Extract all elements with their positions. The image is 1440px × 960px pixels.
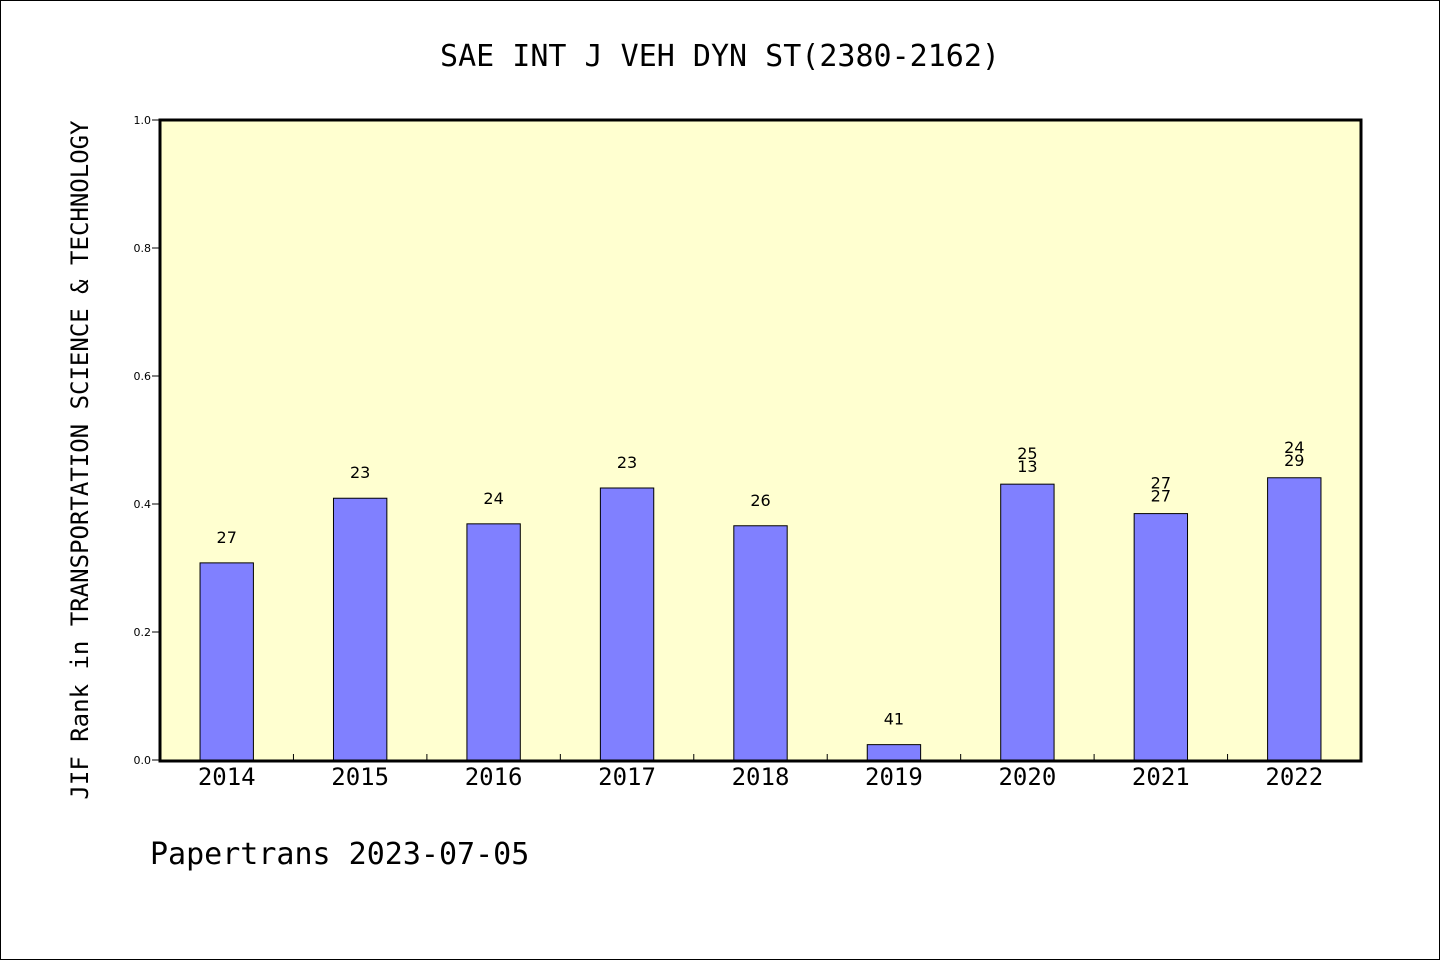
bar xyxy=(1133,513,1189,761)
bar xyxy=(1000,483,1055,761)
bar-value-label: 24 xyxy=(483,489,503,508)
bar xyxy=(1267,477,1322,761)
footer-credit: Papertrans 2023-07-05 xyxy=(150,837,529,872)
bar-value-label: 24 xyxy=(1284,438,1304,457)
x-tick-label: 2015 xyxy=(331,763,389,791)
x-tick-label: 2021 xyxy=(1132,763,1190,791)
bar xyxy=(733,525,788,761)
bar-value-label: 41 xyxy=(884,710,904,729)
bar-value-label: 26 xyxy=(750,491,770,510)
chart-title: SAE INT J VEH DYN ST(2380-2162) xyxy=(440,39,1000,74)
bar xyxy=(599,487,655,761)
y-tick-label: 0.8 xyxy=(134,242,152,255)
bar xyxy=(866,744,922,761)
x-tick-label: 2022 xyxy=(1265,763,1323,791)
bar-value-label: 25 xyxy=(1017,444,1037,463)
bar-value-label: 27 xyxy=(217,528,237,547)
y-tick-label: 0.4 xyxy=(134,498,152,511)
bar-value-label: 29 xyxy=(1284,451,1304,470)
bar xyxy=(332,497,388,761)
x-tick-label: 2018 xyxy=(732,763,790,791)
x-tick-label: 2016 xyxy=(465,763,523,791)
bar-value-label: 13 xyxy=(1017,457,1037,476)
bar-value-label: 23 xyxy=(617,453,637,472)
bars xyxy=(199,477,1322,761)
bar-value-label: 27 xyxy=(1151,487,1171,506)
bar xyxy=(199,562,254,761)
x-axis-ticks: 2014 2015 2016 2017 2018 2019 2020 2021 2022 xyxy=(198,754,1323,791)
y-axis-ticks: 0.0 0.2 0.4 0.6 0.8 1.0 xyxy=(134,114,160,767)
bar-value-label: 27 xyxy=(1151,474,1171,493)
x-tick-label: 2014 xyxy=(198,763,256,791)
y-tick-label: 0.6 xyxy=(134,370,152,383)
x-tick-label: 2020 xyxy=(998,763,1056,791)
y-tick-label: 0.2 xyxy=(134,626,152,639)
bar xyxy=(466,523,521,761)
x-tick-label: 2019 xyxy=(865,763,923,791)
bar-value-label: 23 xyxy=(350,463,370,482)
y-tick-label: 1.0 xyxy=(134,114,152,127)
y-tick-label: 0.0 xyxy=(134,754,152,767)
y-axis-label: JIF Rank in TRANSPORTATION SCIENCE & TEC… xyxy=(66,120,94,800)
x-tick-label: 2017 xyxy=(598,763,656,791)
